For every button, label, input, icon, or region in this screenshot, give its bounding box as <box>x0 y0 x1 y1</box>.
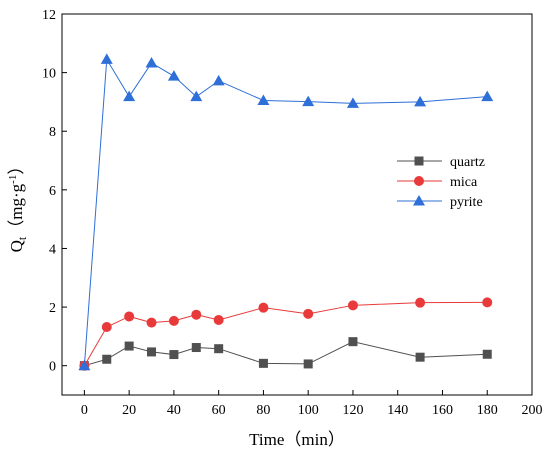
data-point-quartz <box>415 352 425 362</box>
data-point-pyrite <box>257 94 270 105</box>
series-pyrite <box>78 53 494 371</box>
data-point-quartz <box>482 349 492 359</box>
series-quartz <box>79 337 492 371</box>
data-point-pyrite <box>212 74 225 86</box>
data-point-mica <box>258 302 269 313</box>
data-point-mica <box>213 314 224 325</box>
x-tick-label: 40 <box>167 403 181 418</box>
data-point-pyrite <box>414 95 427 107</box>
x-tick-label: 60 <box>212 403 226 418</box>
data-point-mica <box>347 300 358 311</box>
series-line-mica <box>83 301 488 366</box>
y-tick-label: 8 <box>49 125 56 140</box>
series-line-pyrite <box>83 57 488 366</box>
y-tick-label: 4 <box>49 242 56 257</box>
series-mica <box>79 297 493 371</box>
y-tick-label: 6 <box>49 184 56 199</box>
x-tick-label: 20 <box>122 403 136 418</box>
data-point-pyrite <box>302 95 315 107</box>
legend-marker-pyrite <box>413 195 425 206</box>
data-point-pyrite <box>190 90 203 102</box>
data-point-quartz <box>258 358 268 368</box>
data-point-quartz <box>102 354 112 364</box>
data-point-pyrite <box>346 97 359 108</box>
x-tick-label: 80 <box>256 403 270 418</box>
data-point-mica <box>101 322 112 333</box>
data-point-mica <box>191 309 202 320</box>
x-tick-label: 200 <box>522 403 543 418</box>
y-tick-label: 12 <box>42 8 56 23</box>
x-tick-label: 140 <box>387 403 408 418</box>
x-tick-label: 100 <box>298 403 319 418</box>
y-axis-title-sub: t <box>15 236 29 240</box>
x-tick-label: 0 <box>81 403 88 418</box>
y-axis-title-exp: -1 <box>7 175 19 184</box>
data-point-pyrite <box>123 90 136 102</box>
y-tick-label: 2 <box>49 301 56 316</box>
x-axis-title: Time（min） <box>249 430 345 449</box>
data-point-quartz <box>147 347 157 357</box>
y-tick-label: 0 <box>49 360 56 375</box>
data-point-mica <box>168 315 179 326</box>
data-point-mica <box>415 297 426 308</box>
data-point-quartz <box>348 337 358 347</box>
x-tick-label: 180 <box>477 403 498 418</box>
data-point-pyrite <box>145 56 158 68</box>
data-point-pyrite <box>100 53 113 64</box>
data-point-quartz <box>124 341 134 351</box>
y-axis-title-main: Q <box>7 240 26 252</box>
legend-label-mica: mica <box>450 175 478 190</box>
data-point-quartz <box>303 359 313 369</box>
x-tick-label: 160 <box>432 403 453 418</box>
data-point-pyrite <box>167 70 180 81</box>
legend-marker-mica <box>414 176 424 186</box>
data-point-pyrite <box>78 359 91 371</box>
legend-label-quartz: quartz <box>450 155 485 170</box>
series-line-quartz <box>84 341 488 367</box>
y-axis-title-unit: （mg·g <box>7 183 26 236</box>
y-axis-title: Qt（mg·g-1） <box>7 158 29 253</box>
legend-marker-quartz <box>414 156 424 166</box>
data-point-mica <box>303 308 314 319</box>
data-point-mica <box>124 311 135 322</box>
data-point-quartz <box>214 344 224 354</box>
series-layer <box>78 53 494 371</box>
plot-frame <box>61 13 533 396</box>
data-point-mica <box>146 317 157 328</box>
data-point-pyrite <box>481 90 494 102</box>
x-tick-label: 120 <box>342 403 363 418</box>
axis-ticks: 0 20 40 60 80 100 120 140 160 180 200 0 2 4 6 8 10 12 <box>42 8 543 418</box>
legend-label-pyrite: pyrite <box>450 195 483 210</box>
data-point-quartz <box>191 343 201 353</box>
data-point-quartz <box>169 350 179 360</box>
legend: quartz mica pyrite <box>397 155 485 210</box>
data-point-mica <box>482 297 493 308</box>
y-tick-label: 10 <box>42 67 56 82</box>
y-axis-title-close: ） <box>7 158 26 175</box>
